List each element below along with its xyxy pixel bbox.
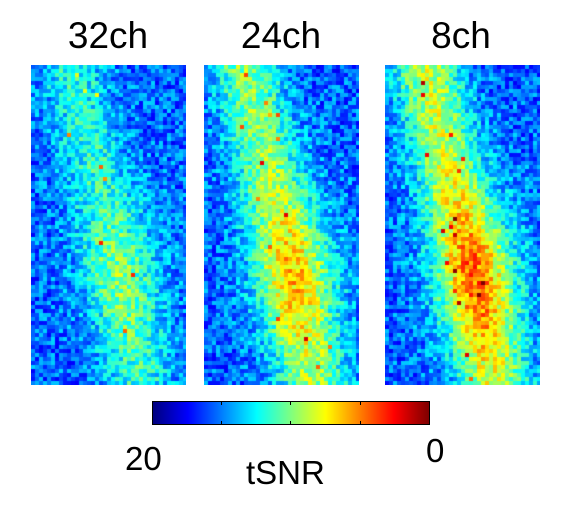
colorbar-tick xyxy=(221,401,222,425)
panel-title-24ch: 24ch xyxy=(240,15,322,56)
panel-title-8ch: 8ch xyxy=(431,15,491,56)
colorbar-tick xyxy=(290,401,291,425)
tsnr-map-32ch xyxy=(31,65,186,385)
panel-title-32ch: 32ch xyxy=(67,15,149,56)
colorbar-min-label: 20 xyxy=(125,440,162,477)
tsnr-map-24ch xyxy=(204,65,359,385)
tsnr-colorbar xyxy=(152,401,430,425)
colorbar-title: tSNR xyxy=(246,454,325,491)
colorbar-max-label: 0 xyxy=(426,432,445,469)
colorbar-tick xyxy=(360,401,361,425)
tsnr-map-8ch xyxy=(385,65,540,385)
